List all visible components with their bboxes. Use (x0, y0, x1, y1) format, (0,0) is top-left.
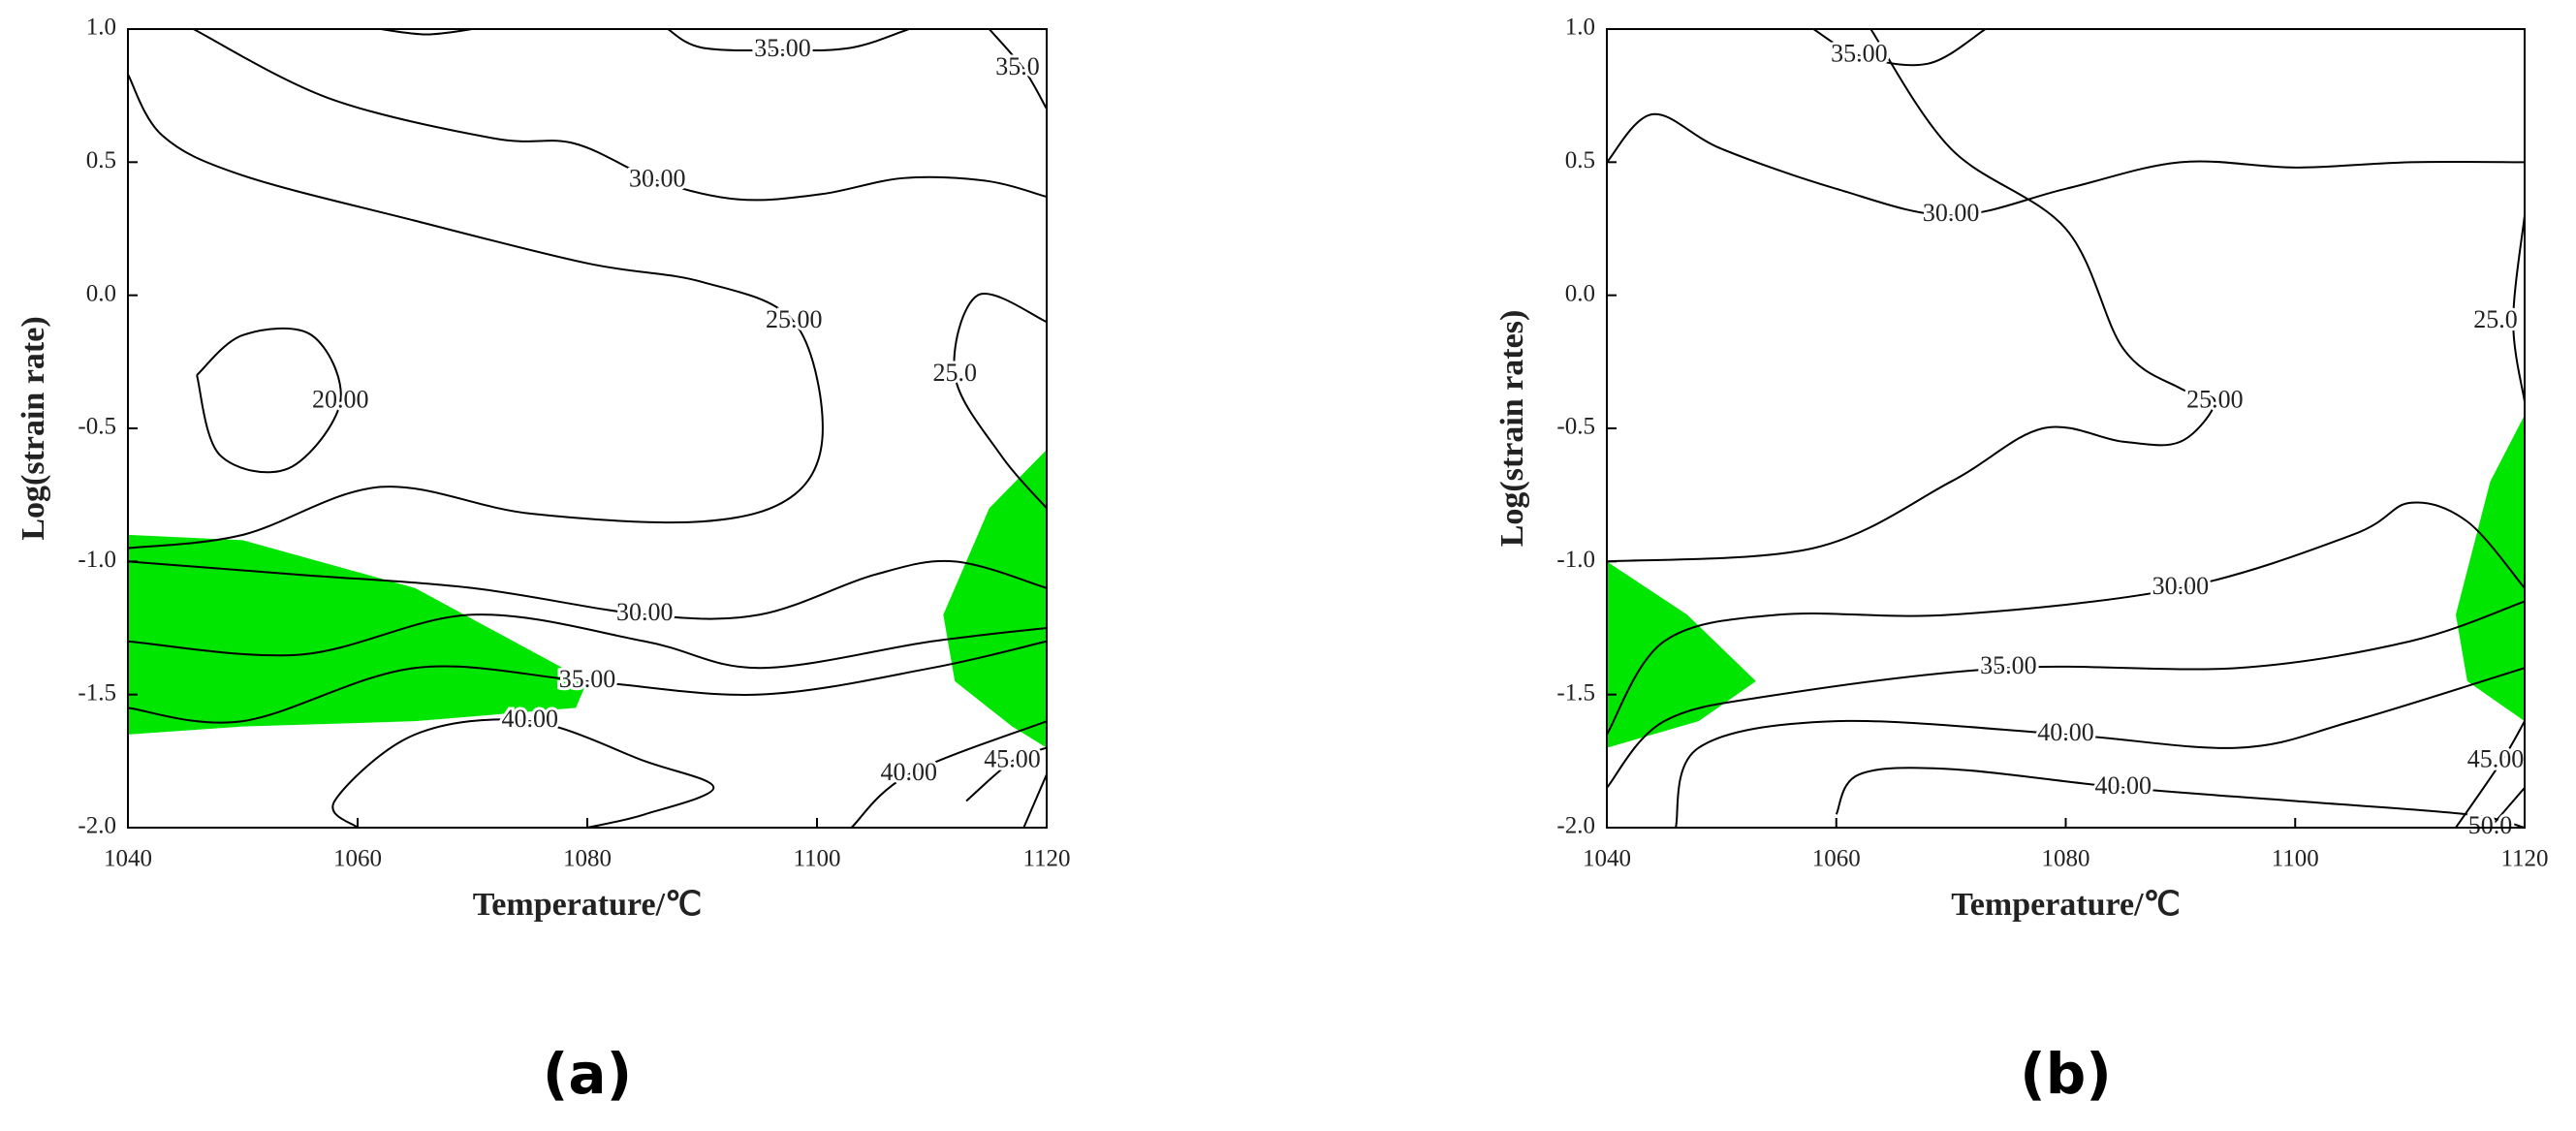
panel-label: (b) (2020, 1041, 2112, 1107)
x-tick-label: 1120 (2500, 846, 2548, 872)
contour-line (1675, 667, 2525, 828)
contour-line (953, 293, 1047, 510)
contour-line (1607, 600, 2525, 789)
y-tick-label: 1.0 (86, 15, 116, 41)
y-tick-label: -0.5 (78, 414, 116, 440)
contour-label: 40.00 (502, 705, 559, 733)
contour-label: 30.00 (629, 165, 686, 193)
y-tick-label: 0.5 (86, 147, 116, 173)
contour-label: 40.00 (2094, 771, 2152, 800)
contour-line (1607, 501, 2525, 736)
x-tick-label: 1040 (1583, 846, 1631, 872)
contour-label: 35.00 (559, 665, 616, 693)
x-axis-title: Temperature/℃ (1951, 887, 2181, 923)
contour-line (850, 720, 1047, 828)
y-tick-label: -1.0 (78, 547, 116, 573)
contour-line (193, 29, 1047, 202)
contour-label: 25.00 (766, 305, 823, 333)
plot-area (1607, 29, 2525, 828)
x-tick-label: 1120 (1022, 846, 1070, 872)
plot-area (128, 29, 1047, 828)
contour-line (196, 327, 342, 474)
contour-label: 35.00 (1831, 39, 1888, 67)
contour-line (2512, 215, 2525, 402)
y-tick-label: -1.5 (1556, 679, 1595, 706)
y-tick-label: 1.0 (1565, 15, 1595, 41)
y-tick-label: 0.0 (86, 280, 116, 306)
contour-label: 30.00 (2152, 572, 2210, 600)
y-tick-label: -2.0 (78, 813, 116, 839)
panel-label: (a) (543, 1041, 632, 1107)
y-tick-label: -1.5 (78, 679, 116, 706)
contour-label: 40.00 (2037, 718, 2094, 746)
x-axis-title: Temperature/℃ (473, 887, 703, 923)
contour-label: 30.00 (616, 598, 674, 626)
contour-label: 25.0 (2473, 305, 2518, 333)
contour-line (1607, 29, 2216, 563)
y-axis-title: Log(strain rate) (16, 316, 51, 540)
y-tick-label: -0.5 (1556, 414, 1595, 440)
contour-line (128, 559, 1047, 620)
x-tick-label: 1080 (563, 846, 612, 872)
contour-line (128, 613, 1047, 670)
instability-region (943, 449, 1047, 748)
contour-line (667, 29, 910, 52)
contour-line (380, 29, 473, 36)
instability-region (1607, 561, 1756, 748)
contour-label: 45.00 (2467, 744, 2525, 772)
x-tick-label: 1040 (104, 846, 152, 872)
contour-line (2455, 720, 2525, 828)
contour-line (1607, 112, 2525, 217)
contour-line (331, 718, 715, 828)
contour-label: 35.0 (995, 52, 1040, 80)
contour-label: 25.0 (932, 359, 977, 387)
x-tick-label: 1060 (333, 846, 382, 872)
x-tick-label: 1080 (2042, 846, 2090, 872)
y-tick-label: 0.0 (1565, 280, 1595, 306)
contour-label: 40.00 (881, 758, 938, 786)
contour-line (1022, 773, 1047, 828)
x-tick-label: 1100 (2272, 846, 2319, 872)
instability-region (2455, 415, 2525, 722)
contour-line (128, 74, 824, 550)
y-axis-title: Log(strain rates) (1494, 310, 1530, 548)
contour-line (2489, 787, 2525, 828)
contour-line (1812, 29, 1987, 67)
contour-label: 35.00 (1980, 651, 2037, 679)
contour-label: 50.0 (2468, 811, 2513, 839)
contour-label: 20.00 (312, 386, 369, 414)
x-tick-label: 1100 (793, 846, 840, 872)
contour-label: 45.00 (984, 744, 1041, 772)
contour-label: 25.00 (2186, 386, 2244, 414)
x-tick-label: 1060 (1812, 846, 1861, 872)
contour-label: 35.00 (754, 34, 811, 62)
y-tick-label: -1.0 (1556, 547, 1595, 573)
contour-label: 30.00 (1923, 199, 1980, 227)
contour-line (1835, 767, 2525, 828)
instability-region (128, 534, 587, 735)
contour-line (965, 746, 1047, 802)
y-tick-label: 0.5 (1565, 147, 1595, 173)
contour-line (988, 29, 1047, 110)
contour-line (128, 640, 1047, 724)
y-tick-label: -2.0 (1556, 813, 1595, 839)
